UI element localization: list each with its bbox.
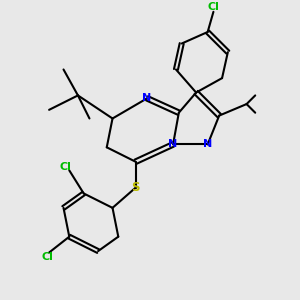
Text: Cl: Cl bbox=[59, 163, 71, 172]
Text: N: N bbox=[168, 140, 178, 149]
Text: N: N bbox=[142, 93, 152, 103]
Text: Cl: Cl bbox=[208, 2, 219, 13]
Text: Cl: Cl bbox=[42, 252, 54, 262]
Text: N: N bbox=[203, 140, 212, 149]
Text: S: S bbox=[131, 181, 140, 194]
